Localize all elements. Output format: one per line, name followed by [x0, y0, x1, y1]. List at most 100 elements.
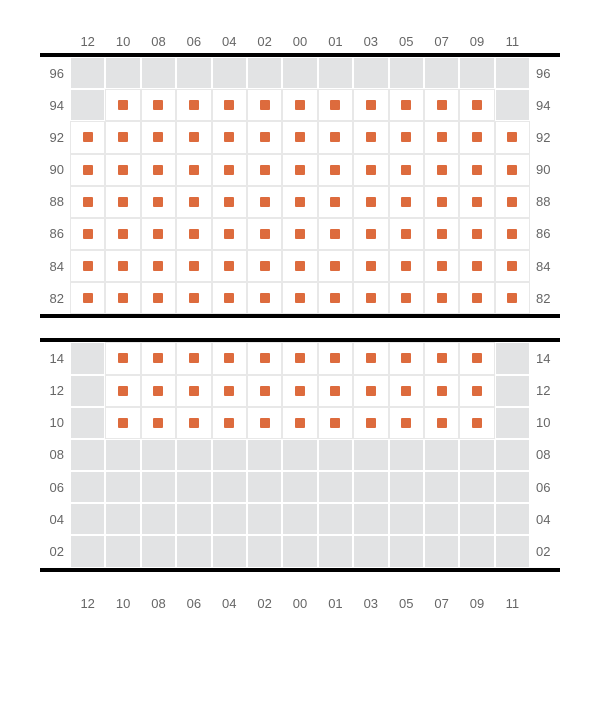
seat-available[interactable] [353, 121, 388, 153]
seat-available[interactable] [282, 282, 317, 314]
seat-available[interactable] [105, 218, 140, 250]
seat-available[interactable] [176, 407, 211, 439]
seat-available[interactable] [212, 375, 247, 407]
seat-available[interactable] [389, 89, 424, 121]
seat-available[interactable] [141, 121, 176, 153]
seat-available[interactable] [318, 218, 353, 250]
seat-available[interactable] [459, 282, 494, 314]
seat-available[interactable] [353, 154, 388, 186]
seat-available[interactable] [389, 282, 424, 314]
seat-available[interactable] [353, 89, 388, 121]
seat-available[interactable] [318, 375, 353, 407]
seat-available[interactable] [176, 89, 211, 121]
seat-available[interactable] [389, 218, 424, 250]
seat-available[interactable] [282, 218, 317, 250]
seat-available[interactable] [353, 218, 388, 250]
seat-available[interactable] [141, 89, 176, 121]
seat-available[interactable] [282, 250, 317, 282]
seat-available[interactable] [353, 282, 388, 314]
seat-available[interactable] [389, 121, 424, 153]
seat-available[interactable] [70, 218, 105, 250]
seat-available[interactable] [282, 186, 317, 218]
seat-available[interactable] [459, 407, 494, 439]
seat-available[interactable] [424, 89, 459, 121]
seat-available[interactable] [247, 186, 282, 218]
seat-available[interactable] [212, 218, 247, 250]
seat-available[interactable] [141, 282, 176, 314]
seat-available[interactable] [282, 342, 317, 374]
seat-available[interactable] [247, 342, 282, 374]
seat-available[interactable] [176, 154, 211, 186]
seat-available[interactable] [318, 89, 353, 121]
seat-available[interactable] [424, 186, 459, 218]
seat-available[interactable] [70, 282, 105, 314]
seat-available[interactable] [141, 342, 176, 374]
seat-available[interactable] [424, 250, 459, 282]
seat-available[interactable] [459, 218, 494, 250]
seat-available[interactable] [176, 342, 211, 374]
seat-available[interactable] [105, 407, 140, 439]
seat-available[interactable] [353, 250, 388, 282]
seat-available[interactable] [424, 407, 459, 439]
seat-available[interactable] [353, 186, 388, 218]
seat-available[interactable] [212, 186, 247, 218]
seat-available[interactable] [282, 407, 317, 439]
seat-available[interactable] [389, 250, 424, 282]
seat-available[interactable] [212, 407, 247, 439]
seat-available[interactable] [105, 121, 140, 153]
seat-available[interactable] [282, 121, 317, 153]
seat-available[interactable] [389, 342, 424, 374]
seat-available[interactable] [459, 186, 494, 218]
seat-available[interactable] [459, 342, 494, 374]
seat-available[interactable] [318, 342, 353, 374]
seat-available[interactable] [105, 375, 140, 407]
seat-available[interactable] [282, 375, 317, 407]
seat-available[interactable] [495, 282, 530, 314]
seat-available[interactable] [459, 375, 494, 407]
seat-available[interactable] [176, 250, 211, 282]
seat-available[interactable] [282, 89, 317, 121]
seat-available[interactable] [141, 218, 176, 250]
seat-available[interactable] [459, 250, 494, 282]
seat-available[interactable] [141, 250, 176, 282]
seat-available[interactable] [212, 154, 247, 186]
seat-available[interactable] [247, 89, 282, 121]
seat-available[interactable] [141, 154, 176, 186]
seat-available[interactable] [318, 407, 353, 439]
seat-available[interactable] [105, 154, 140, 186]
seat-available[interactable] [459, 154, 494, 186]
seat-available[interactable] [247, 121, 282, 153]
seat-available[interactable] [318, 121, 353, 153]
seat-available[interactable] [105, 282, 140, 314]
seat-available[interactable] [424, 375, 459, 407]
seat-available[interactable] [495, 154, 530, 186]
seat-available[interactable] [70, 154, 105, 186]
seat-available[interactable] [353, 342, 388, 374]
seat-available[interactable] [495, 218, 530, 250]
seat-available[interactable] [389, 154, 424, 186]
seat-available[interactable] [495, 121, 530, 153]
seat-available[interactable] [212, 121, 247, 153]
seat-available[interactable] [353, 407, 388, 439]
seat-available[interactable] [105, 186, 140, 218]
seat-available[interactable] [212, 250, 247, 282]
seat-available[interactable] [176, 186, 211, 218]
seat-available[interactable] [141, 375, 176, 407]
seat-available[interactable] [459, 121, 494, 153]
seat-available[interactable] [176, 121, 211, 153]
seat-available[interactable] [353, 375, 388, 407]
seat-available[interactable] [282, 154, 317, 186]
seat-available[interactable] [247, 218, 282, 250]
seat-available[interactable] [318, 250, 353, 282]
seat-available[interactable] [424, 121, 459, 153]
seat-available[interactable] [495, 186, 530, 218]
seat-available[interactable] [389, 186, 424, 218]
seat-available[interactable] [70, 186, 105, 218]
seat-available[interactable] [176, 218, 211, 250]
seat-available[interactable] [247, 282, 282, 314]
seat-available[interactable] [389, 407, 424, 439]
seat-available[interactable] [424, 282, 459, 314]
seat-available[interactable] [176, 375, 211, 407]
seat-available[interactable] [212, 282, 247, 314]
seat-available[interactable] [389, 375, 424, 407]
